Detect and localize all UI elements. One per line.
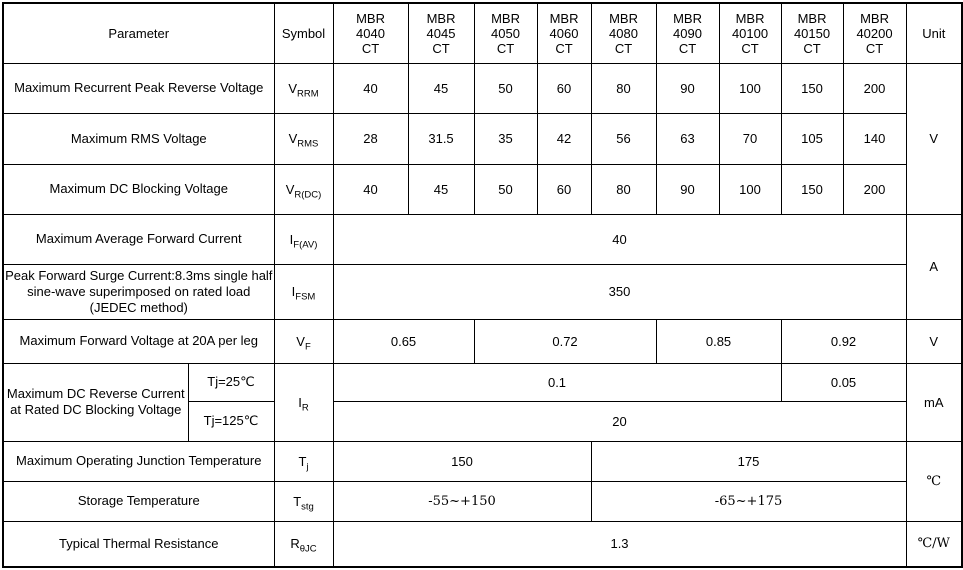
parameter-label: Storage Temperature (2, 480, 275, 522)
header-device-mbr40200ct: MBR 40200 CT (842, 2, 907, 64)
parameter-label: Maximum RMS Voltage (2, 112, 275, 165)
value-cell-merged: 1.3 (332, 520, 907, 568)
value-cell-merged: 0.65 (332, 318, 475, 364)
header-row: Parameter Symbol MBR 4040 CT MBR 4045 CT… (2, 2, 963, 64)
value-cell-merged: 175 (590, 440, 907, 482)
value-cell-merged: 0.92 (780, 318, 907, 364)
value-cell: 100 (718, 62, 782, 114)
parameter-label: Maximum Average Forward Current (2, 213, 275, 265)
symbol-tstg: Tstg (273, 480, 334, 522)
value-cell: 42 (536, 112, 592, 165)
value-cell: 40 (332, 163, 409, 215)
symbol-vrrm: VRRM (273, 62, 334, 114)
value-cell: 50 (473, 163, 538, 215)
symbol-ir: IR (273, 362, 334, 442)
header-device-mbr4090ct: MBR 4090 CT (655, 2, 720, 64)
row-ir-tj25: Maximum DC Reverse Current at Rated DC B… (2, 362, 963, 442)
value-cell: 63 (655, 112, 720, 165)
value-cell-merged: 0.05 (780, 362, 907, 402)
row-vrdc: Maximum DC Blocking Voltage VR(DC) 40 45… (2, 163, 962, 215)
unit-voltage: V (905, 62, 963, 215)
header-parameter: Parameter (2, 2, 275, 64)
row-ir-tj125: Tj=125℃ 20 (3, 400, 962, 442)
value-cell: 40 (332, 62, 409, 114)
value-cell: 70 (718, 112, 782, 165)
parameter-label: Maximum DC Blocking Voltage (2, 163, 275, 215)
value-cell: 45 (407, 163, 475, 215)
row-tj: Maximum Operating Junction Temperature T… (2, 440, 963, 522)
header-device-mbr4080ct: MBR 4080 CT (590, 2, 657, 64)
row-rthjc: Typical Thermal Resistance RθJC 1.3 ℃/W (2, 520, 963, 568)
value-cell: 35 (473, 112, 538, 165)
symbol-vrms: VRMS (273, 112, 334, 165)
value-cell-merged: 0.1 (332, 362, 782, 402)
header-device-mbr4060ct: MBR 4060 CT (536, 2, 592, 64)
header-device-mbr4040ct: MBR 4040 CT (332, 2, 409, 64)
parameter-label: Maximum Operating Junction Temperature (2, 440, 275, 482)
row-vrms: Maximum RMS Voltage VRMS 28 31.5 35 42 5… (2, 112, 962, 165)
row-tstg: Storage Temperature Tstg -55~+150 -65~+1… (2, 480, 962, 522)
unit-thermal-resistance: ℃/W (905, 520, 963, 568)
unit-current: A (905, 213, 963, 320)
value-cell: 150 (780, 163, 844, 215)
value-cell: 60 (536, 62, 592, 114)
value-cell: 31.5 (407, 112, 475, 165)
header-unit: Unit (905, 2, 963, 64)
parameter-label: Typical Thermal Resistance (2, 520, 275, 568)
unit-reverse-current: mA (905, 362, 963, 442)
symbol-ifav: IF(AV) (273, 213, 334, 265)
row-ifav: Maximum Average Forward Current IF(AV) 4… (2, 213, 963, 320)
header-device-mbr4045ct: MBR 4045 CT (407, 2, 475, 64)
row-ifsm: Peak Forward Surge Current:8.3ms single … (2, 263, 962, 320)
value-cell-merged: 20 (332, 400, 907, 442)
value-cell: 200 (842, 163, 907, 215)
value-cell-merged: 350 (332, 263, 907, 320)
row-vrrm: Maximum Recurrent Peak Reverse Voltage V… (2, 62, 963, 215)
value-cell: 140 (842, 112, 907, 165)
value-cell-merged: 0.72 (473, 318, 657, 364)
unit-temperature: ℃ (905, 440, 963, 522)
value-cell: 28 (332, 112, 409, 165)
parameter-label: Maximum DC Reverse Current at Rated DC B… (2, 362, 189, 442)
header-device-mbr40150ct: MBR 40150 CT (780, 2, 844, 64)
value-cell-merged: -55~+150 (332, 480, 592, 522)
value-cell: 80 (590, 163, 657, 215)
symbol-ifsm: IFSM (273, 263, 334, 320)
symbol-tj: Tj (273, 440, 334, 482)
unit-forward-voltage: V (905, 318, 963, 364)
value-cell: 60 (536, 163, 592, 215)
header-symbol: Symbol (273, 2, 334, 64)
value-cell-merged: 40 (332, 213, 907, 265)
condition-tj125: Tj=125℃ (187, 400, 275, 442)
value-cell: 56 (590, 112, 657, 165)
value-cell: 100 (718, 163, 782, 215)
value-cell: 90 (655, 62, 720, 114)
parameter-label: Peak Forward Surge Current:8.3ms single … (2, 263, 275, 320)
value-cell: 200 (842, 62, 907, 114)
symbol-vrdc: VR(DC) (273, 163, 334, 215)
header-device-mbr40100ct: MBR 40100 CT (718, 2, 782, 64)
value-cell-merged: 0.85 (655, 318, 782, 364)
parameter-label: Maximum Forward Voltage at 20A per leg (2, 318, 275, 364)
value-cell: 105 (780, 112, 844, 165)
value-cell-merged: -65~+175 (590, 480, 907, 522)
header-device-mbr4050ct: MBR 4050 CT (473, 2, 538, 64)
symbol-vf: VF (273, 318, 334, 364)
value-cell: 90 (655, 163, 720, 215)
value-cell: 45 (407, 62, 475, 114)
value-cell-merged: 150 (332, 440, 592, 482)
parameter-label: Maximum Recurrent Peak Reverse Voltage (2, 62, 275, 114)
condition-tj25: Tj=25℃ (187, 362, 275, 402)
symbol-rthjc: RθJC (273, 520, 334, 568)
value-cell: 80 (590, 62, 657, 114)
value-cell: 50 (473, 62, 538, 114)
value-cell: 150 (780, 62, 844, 114)
row-vf: Maximum Forward Voltage at 20A per leg V… (2, 318, 963, 364)
